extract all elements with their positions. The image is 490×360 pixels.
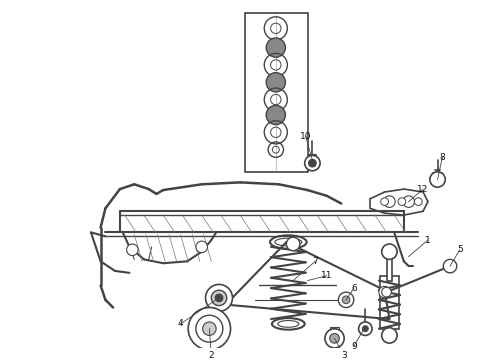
Text: 7: 7	[313, 257, 318, 266]
Text: 5: 5	[457, 245, 463, 254]
Text: 4: 4	[178, 319, 183, 328]
Text: 9: 9	[351, 342, 357, 351]
Circle shape	[309, 159, 316, 167]
Bar	[245, 13, 308, 172]
Circle shape	[305, 156, 320, 171]
Text: 11: 11	[321, 271, 333, 280]
Circle shape	[382, 244, 397, 260]
Circle shape	[286, 237, 300, 251]
Circle shape	[325, 329, 344, 348]
Circle shape	[266, 73, 286, 92]
Circle shape	[266, 38, 286, 57]
Circle shape	[379, 286, 391, 298]
Text: 2: 2	[208, 351, 214, 360]
Text: 12: 12	[417, 185, 429, 194]
Circle shape	[211, 290, 227, 306]
Circle shape	[382, 328, 397, 343]
Circle shape	[342, 296, 350, 304]
Circle shape	[330, 333, 340, 343]
Circle shape	[381, 198, 389, 206]
Ellipse shape	[272, 318, 305, 330]
Text: 6: 6	[351, 284, 357, 293]
Bar	[380, 276, 399, 329]
Circle shape	[196, 315, 223, 342]
Circle shape	[382, 287, 392, 297]
Text: 3: 3	[341, 351, 347, 360]
Text: 1: 1	[425, 236, 431, 245]
Ellipse shape	[270, 235, 307, 249]
Circle shape	[188, 307, 231, 350]
Circle shape	[415, 198, 422, 206]
Circle shape	[398, 198, 406, 206]
Circle shape	[339, 292, 354, 307]
Circle shape	[363, 326, 368, 332]
Bar	[387, 247, 392, 280]
Circle shape	[443, 260, 457, 273]
Circle shape	[196, 241, 207, 253]
Circle shape	[266, 105, 286, 125]
Bar	[330, 327, 340, 334]
Text: 8: 8	[440, 153, 445, 162]
Circle shape	[430, 172, 445, 187]
Circle shape	[205, 284, 232, 311]
Circle shape	[203, 322, 216, 336]
Circle shape	[215, 294, 223, 302]
Text: 10: 10	[300, 132, 312, 141]
Circle shape	[126, 244, 138, 256]
Circle shape	[359, 322, 372, 336]
